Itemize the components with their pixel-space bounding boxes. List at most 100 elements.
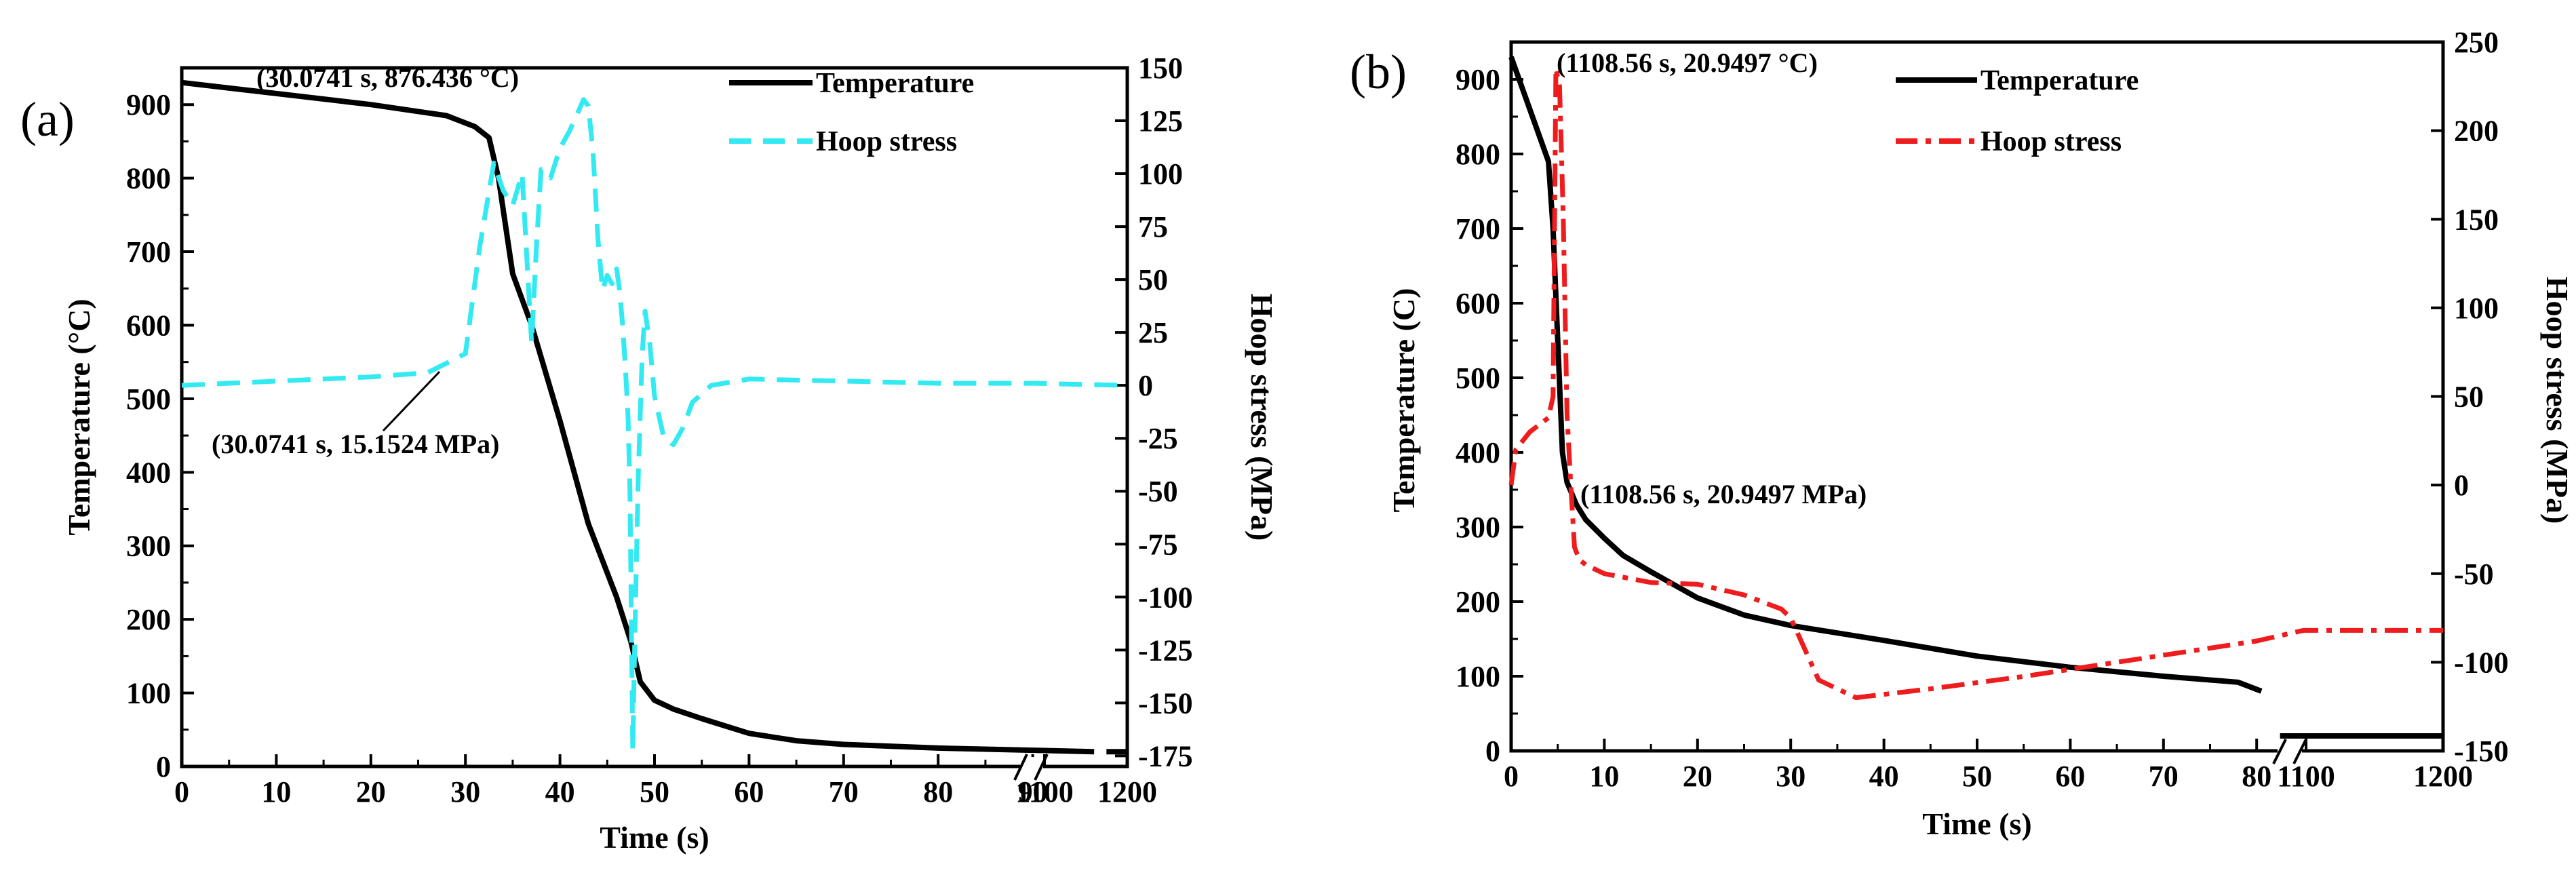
x-tick-label: 40 [1869,760,1899,793]
panel-b-label: (b) [1350,45,1407,99]
panel-a-y-axis-title: Temperature (°C) [62,298,96,535]
y-tick-label: 0 [156,750,171,783]
panel-b-legend: Temperature Hoop stress [1896,65,2139,157]
panel-a-legend-stress: Hoop stress [816,126,957,157]
x-tick-label: 60 [2055,760,2085,793]
y-tick-label: 400 [1456,436,1500,469]
panel-a-annotation-stress: (30.0741 s, 15.1524 MPa) [212,429,499,459]
x-tick-label: 30 [1776,760,1806,793]
y-tick-label: 300 [1456,511,1500,544]
x-tick-label: 50 [640,775,669,809]
panel-b-legend-stress: Hoop stress [1980,126,2122,157]
x-tick-label: 10 [261,775,291,809]
series-line-temperature [181,79,1095,755]
y-tick-label: 900 [1456,63,1500,96]
panel-b-x-ticks: 0 10 20 30 40 50 60 70 80 1100 1200 [1504,739,2473,793]
x-tick-label: 80 [923,775,953,809]
panel-a-annotation-temperature: (30.0741 s, 876.436 °C) [256,62,519,93]
series-line-hoop-stress [181,97,1128,752]
y2-tick-label: -75 [1138,528,1178,561]
y2-tick-label: 100 [1138,157,1183,191]
x-tick-label: 50 [1962,760,1992,793]
x-tick-label: 1100 [2277,760,2335,793]
y2-tick-label: 50 [1138,263,1168,296]
y2-tick-label: 25 [1138,316,1168,349]
panel-b-series [1508,56,2443,739]
panel-b-y-axis-title: Temperature (C) [1386,288,1421,513]
y2-tick-label: -100 [2454,646,2509,679]
y-tick-label: 400 [126,456,171,489]
x-tick-label: 70 [2149,760,2179,793]
panel-a-legend: Temperature Hoop stress [729,68,974,157]
y2-tick-label: 50 [2454,381,2484,414]
y-tick-label: 600 [126,309,171,342]
y-tick-label: 300 [126,530,171,563]
y2-tick-label: -125 [1138,634,1193,667]
panel-b-annotation-stress: (1108.56 s, 20.9497 MPa) [1580,479,1867,509]
panel-a-x-axis-title: Time (s) [600,820,709,855]
y2-tick-label: -175 [1138,739,1193,773]
x-tick-label: 80 [2242,760,2271,793]
x-tick-label: 30 [450,775,480,809]
y2-tick-label: 0 [2454,469,2469,502]
panel-a-axis-break [1013,754,1049,781]
y2-tick-label: 200 [2454,115,2499,148]
x-tick-label: 1200 [1097,775,1157,809]
y-tick-label: 600 [1456,287,1500,320]
y-tick-label: 0 [1485,735,1500,768]
y2-tick-label: 150 [1138,52,1183,85]
y2-tick-label: -150 [1138,686,1193,720]
panel-b-x-axis-title: Time (s) [1922,806,2031,841]
y2-tick-label: 75 [1138,210,1168,244]
y2-tick-label: -50 [1138,475,1178,508]
panel-a-legend-temperature: Temperature [816,68,974,99]
y-tick-label: 200 [126,603,171,636]
y2-tick-label: 0 [1138,369,1153,402]
y-tick-label: 100 [126,677,171,710]
panel-b: (b) 0 10 20 30 40 50 60 70 80 1100 1200 0 100 200 300… [1350,26,2575,841]
y-tick-label: 700 [126,235,171,269]
y-tick-label: 900 [126,88,171,121]
x-tick-label: 70 [829,775,859,809]
x-tick-label: 20 [356,775,386,809]
panel-a-y-ticks: 0 100 200 300 400 500 600 700 800 900 [126,66,194,783]
y-tick-label: 800 [126,162,171,195]
x-tick-label: 20 [1683,760,1713,793]
x-tick-label: 0 [1504,760,1519,793]
panel-a-y2-axis-title: Hoop stress (MPa) [1245,294,1279,541]
x-tick-label: 40 [545,775,575,809]
y2-tick-label: -50 [2454,558,2494,591]
panel-b-y2-ticks: -150 -100 -50 0 50 100 150 200 250 [2431,26,2509,768]
x-tick-label: 1100 [1015,775,1074,809]
x-tick-label: 0 [174,775,189,809]
y-tick-label: 800 [1456,138,1500,171]
y2-tick-label: -100 [1138,581,1193,614]
y2-tick-label: 125 [1138,104,1183,138]
y2-tick-label: 100 [2454,292,2499,325]
panel-a-series [181,79,1128,755]
y-tick-label: 500 [126,383,171,416]
y-tick-label: 200 [1456,585,1500,619]
x-tick-label: 10 [1589,760,1619,793]
y-tick-label: 100 [1456,660,1500,693]
panel-a-label: (a) [20,92,75,147]
panel-b-annotation-temperature: (1108.56 s, 20.9497 °C) [1557,47,1818,78]
panel-a-y2-ticks: -175 -150 -125 -100 -75 -50 -25 0 25 50 75 100 125 15… [1115,52,1193,773]
x-tick-label: 90 [1018,775,1048,809]
panel-b-axis-break [2272,739,2307,764]
y2-tick-label: -25 [1138,422,1178,455]
series-line-hoop-stress [1508,66,2443,701]
panel-b-legend-temperature: Temperature [1980,65,2139,96]
panel-a-annotation-leader [382,370,441,432]
y-tick-label: 700 [1456,212,1500,246]
y2-tick-label: -150 [2454,735,2509,768]
y2-tick-label: 150 [2454,203,2499,236]
y-tick-label: 500 [1456,362,1500,395]
panel-b-y2-axis-title: Hoop stress (MPa) [2540,277,2575,524]
x-tick-label: 1200 [2413,760,2473,793]
